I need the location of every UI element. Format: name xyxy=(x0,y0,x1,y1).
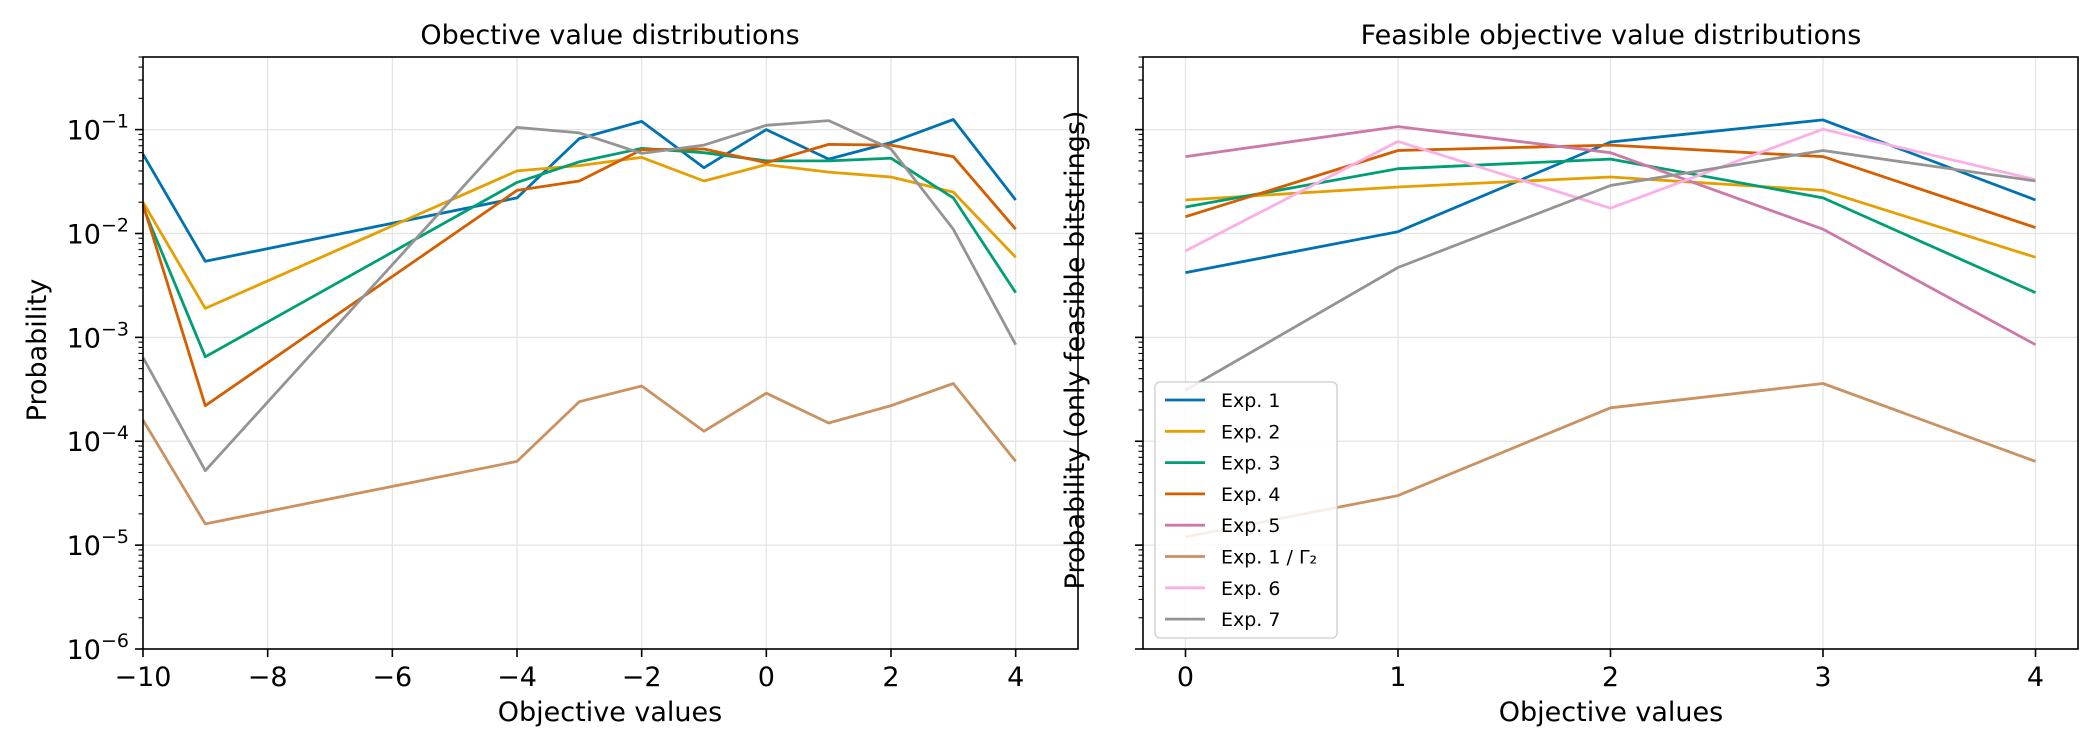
left-xtick-label: 2 xyxy=(882,662,899,693)
legend-label: Exp. 7 xyxy=(1221,609,1280,631)
right-chart-panel: Feasible objective value distributions O… xyxy=(1060,20,2079,728)
right-chart-ylabel: Probability (only feasible bitstrings) xyxy=(1060,111,1091,590)
left-series-exp-7 xyxy=(141,119,1017,473)
left-xtick-label: −10 xyxy=(115,662,172,693)
right-chart-title: Feasible objective value distributions xyxy=(1361,20,1862,51)
left-chart-title: Obective value distributions xyxy=(420,20,799,51)
right-xtick-label: 1 xyxy=(1389,662,1406,693)
left-ytick-label: 10−5 xyxy=(67,526,129,562)
left-ytick-label: 10−3 xyxy=(67,318,129,354)
legend: Exp. 1 Exp. 2 Exp. 3 Exp. 4 Exp. 5 Exp. 1 / Γ… xyxy=(1154,381,1338,639)
right-xtick-label: 3 xyxy=(1814,662,1831,693)
left-series-exp-2 xyxy=(141,155,1017,310)
left-series-group xyxy=(141,118,1017,526)
left-ytick-label: 10−1 xyxy=(67,111,129,147)
left-series-exp-1 xyxy=(141,118,1017,263)
legend-label: Exp. 3 xyxy=(1221,453,1280,475)
left-chart-panel: Obective value distributions Objective v… xyxy=(22,20,1079,728)
right-series-exp-4 xyxy=(1185,143,2036,229)
left-xtick-label: −2 xyxy=(622,662,662,693)
left-xtick-label: −8 xyxy=(248,662,288,693)
left-chart-ylabel: Probability xyxy=(22,279,53,422)
right-series-exp-5 xyxy=(1185,125,2037,346)
right-series-exp-2 xyxy=(1185,175,2036,259)
left-series-exp-4 xyxy=(141,142,1017,408)
left-xtick-label: −6 xyxy=(372,662,412,693)
left-series-exp-1 xyxy=(141,382,1017,526)
right-xtick-label: 0 xyxy=(1177,662,1194,693)
left-ytick-label: 10−4 xyxy=(67,422,129,458)
left-xtick-label: 0 xyxy=(758,662,775,693)
legend-box xyxy=(1154,381,1338,639)
right-series-exp-6 xyxy=(1184,127,2036,253)
legend-label: Exp. 5 xyxy=(1221,515,1280,537)
left-xtick-label: 4 xyxy=(1007,662,1024,693)
left-ytick-label: 10−6 xyxy=(67,630,129,666)
right-series-exp-7 xyxy=(1184,149,2036,392)
right-series-group xyxy=(1184,118,2037,539)
left-chart-xlabel: Objective values xyxy=(498,697,722,728)
left-ytick-label: 10−2 xyxy=(67,214,129,250)
right-xtick-label: 4 xyxy=(2027,662,2044,693)
legend-label: Exp. 2 xyxy=(1221,421,1280,443)
legend-label: Exp. 1 / Γ₂ xyxy=(1221,547,1317,569)
legend-label: Exp. 4 xyxy=(1221,484,1280,506)
right-xtick-label: 2 xyxy=(1602,662,1619,693)
right-series-exp-3 xyxy=(1185,157,2037,294)
right-chart-xlabel: Objective values xyxy=(1499,697,1723,728)
legend-label: Exp. 6 xyxy=(1221,578,1280,600)
left-xtick-label: −4 xyxy=(497,662,537,693)
legend-label: Exp. 1 xyxy=(1221,390,1280,412)
